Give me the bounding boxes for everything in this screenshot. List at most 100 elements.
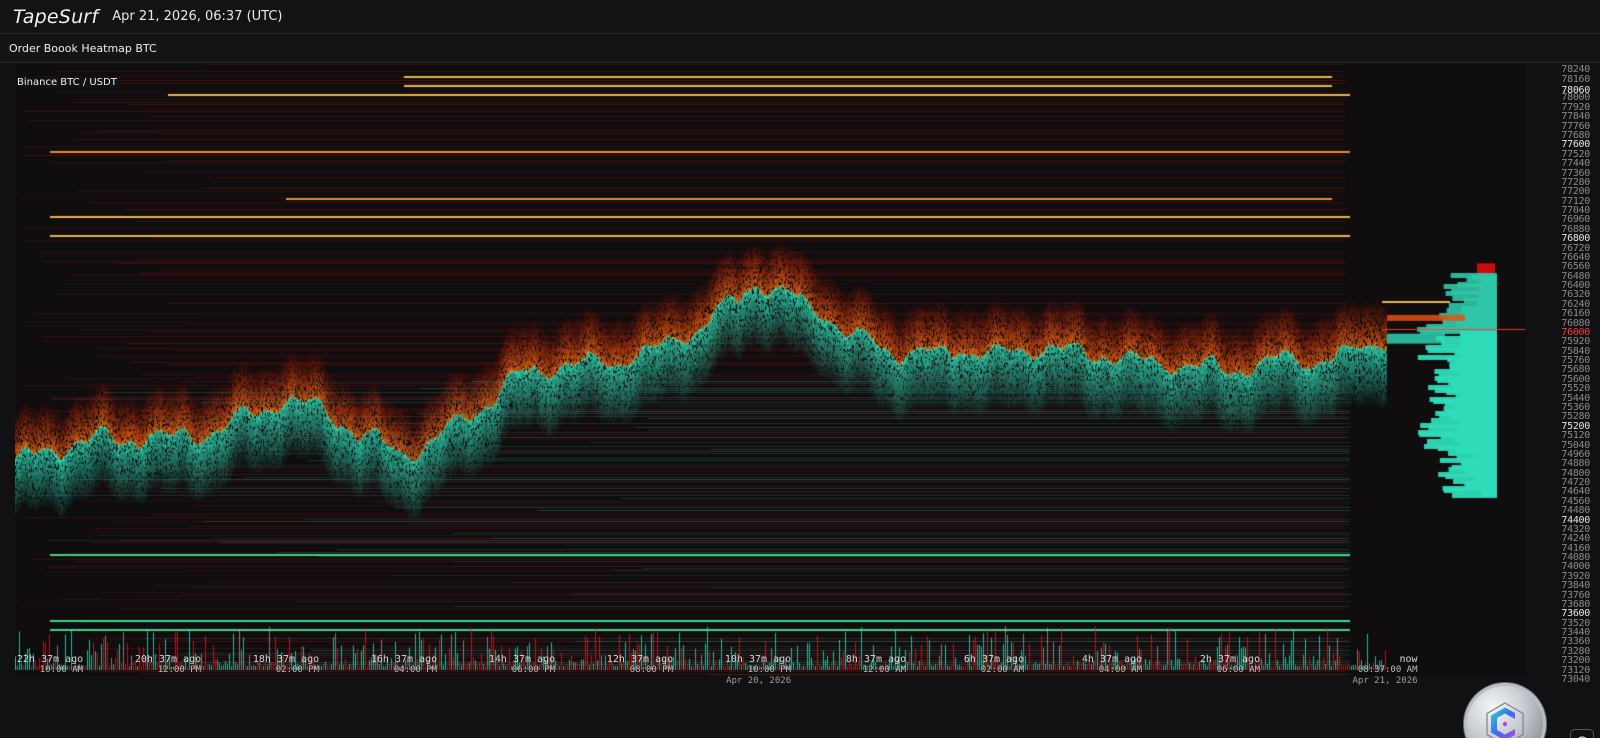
time-tick: 4h 37m ago 04:00 AM xyxy=(1082,654,1142,676)
price-tick: 78000 xyxy=(1561,92,1590,104)
price-tick: 77360 xyxy=(1561,167,1590,179)
price-tick: 74960 xyxy=(1561,448,1590,460)
clock-label: 06:00 AM xyxy=(1216,665,1261,675)
time-ago-label: 2h 37m ago xyxy=(1199,654,1261,665)
price-tick: 75120 xyxy=(1561,430,1590,442)
price-tick: 73520 xyxy=(1561,617,1590,629)
price-tick: 77280 xyxy=(1561,176,1590,188)
time-tick: 18h 37m ago 02:00 PM xyxy=(253,654,319,676)
price-tick: 74080 xyxy=(1561,552,1590,564)
price-tick: 77600 xyxy=(1561,139,1590,151)
price-tick: 76320 xyxy=(1561,289,1590,301)
price-tick: 77440 xyxy=(1561,158,1590,170)
price-tick: 77040 xyxy=(1561,205,1590,217)
clock-label: 10:00 AM xyxy=(39,665,84,675)
price-tick: 76400 xyxy=(1561,280,1590,292)
clock-label: 04:00 AM xyxy=(1098,665,1143,675)
price-tick: 77760 xyxy=(1561,120,1590,132)
price-tick: 76000 xyxy=(1561,326,1590,338)
price-tick: 75440 xyxy=(1561,392,1590,404)
price-tick: 75920 xyxy=(1561,336,1590,348)
clock-label: 02:00 PM xyxy=(275,665,320,675)
price-tick: 75520 xyxy=(1561,383,1590,395)
clock-label: 08:00 PM xyxy=(629,665,674,675)
price-tick: 74400 xyxy=(1561,514,1590,526)
date-label: Apr 21, 2026 xyxy=(1352,676,1418,686)
price-tick: 74560 xyxy=(1561,495,1590,507)
price-axis[interactable]: 78240 78160 78060 78000 77920 77840 77760 77680… xyxy=(1527,64,1600,685)
price-tick: 77120 xyxy=(1561,195,1590,207)
time-ago-label: 6h 37m ago xyxy=(963,654,1025,665)
price-tick: 76080 xyxy=(1561,317,1590,329)
price-tick: 77520 xyxy=(1561,148,1590,160)
price-tick: 77840 xyxy=(1561,111,1590,123)
time-tick: 20h 37m ago 12:00 PM xyxy=(135,654,201,676)
price-tick: 75360 xyxy=(1561,402,1590,413)
price-tick: 77680 xyxy=(1561,130,1590,141)
price-tick: 73840 xyxy=(1561,580,1590,592)
heatmap-canvas[interactable] xyxy=(15,64,1525,676)
price-tick: 75680 xyxy=(1561,364,1590,376)
time-ago-label: 4h 37m ago xyxy=(1081,654,1143,665)
price-tick: 77920 xyxy=(1561,101,1590,113)
time-ago-label: now xyxy=(1399,654,1418,665)
price-tick: 73280 xyxy=(1561,645,1590,657)
time-tick: 6h 37m ago 02:00 AM xyxy=(964,654,1024,676)
price-tick: 78060 xyxy=(1561,85,1590,97)
clock-label: 06:00 PM xyxy=(511,665,556,675)
price-tick: 76880 xyxy=(1561,223,1590,235)
refresh-button[interactable] xyxy=(1570,729,1594,738)
price-tick: 75840 xyxy=(1561,345,1590,357)
price-tick: 76480 xyxy=(1561,270,1590,282)
price-tick: 76960 xyxy=(1561,214,1590,226)
time-ago-label: 18h 37m ago xyxy=(252,654,320,665)
price-tick: 78240 xyxy=(1561,64,1590,76)
price-tick: 74640 xyxy=(1561,486,1590,498)
time-tick: 14h 37m ago 06:00 PM xyxy=(489,654,555,676)
time-ago-label: 14h 37m ago xyxy=(488,654,556,665)
time-tick: now 08:37:00 AM Apr 21, 2026 xyxy=(1352,654,1417,687)
price-tick: 74000 xyxy=(1561,561,1590,573)
time-tick: 12h 37m ago 08:00 PM xyxy=(607,654,673,676)
price-tick: 74480 xyxy=(1561,505,1590,517)
price-tick: 74880 xyxy=(1561,458,1590,470)
price-tick: 76640 xyxy=(1561,251,1590,263)
top-bar: TapeSurf Apr 21, 2026, 06:37 (UTC) xyxy=(0,0,1600,34)
time-ago-label: 8h 37m ago xyxy=(845,654,907,665)
price-tick: 74800 xyxy=(1561,467,1590,479)
time-tick: 16h 37m ago 04:00 PM xyxy=(371,654,437,676)
time-axis[interactable]: 22h 37m ago 10:00 AM 20h 37m ago 12:00 PM 18… xyxy=(0,654,1600,738)
price-tick: 73680 xyxy=(1561,598,1590,610)
heatmap-chart[interactable]: Binance BTC / USDT 78240 78160 78060 78000 7… xyxy=(0,64,1600,738)
time-tick: 22h 37m ago 10:00 AM xyxy=(17,654,83,676)
price-tick: 74720 xyxy=(1561,477,1590,489)
price-tick: 73920 xyxy=(1561,570,1590,582)
time-tick: 10h 37m ago 10:00 PM Apr 20, 2026 xyxy=(725,654,791,687)
price-tick: 75200 xyxy=(1561,420,1590,432)
price-tick: 75600 xyxy=(1561,373,1590,385)
price-tick: 73760 xyxy=(1561,589,1590,601)
time-tick: 2h 37m ago 06:00 AM xyxy=(1200,654,1260,676)
time-ago-label: 20h 37m ago xyxy=(134,654,202,665)
price-tick: 73040 xyxy=(1561,674,1590,685)
price-tick: 74160 xyxy=(1561,542,1590,554)
current-timestamp: Apr 21, 2026, 06:37 (UTC) xyxy=(112,9,283,24)
price-tick: 73120 xyxy=(1561,664,1590,676)
hexagon-c-logo-icon xyxy=(1486,702,1524,738)
price-tick: 76240 xyxy=(1561,298,1590,310)
price-tick: 74240 xyxy=(1561,533,1590,545)
time-ago-label: 12h 37m ago xyxy=(606,654,674,665)
clock-label: 10:00 PM xyxy=(747,665,792,675)
price-tick: 74320 xyxy=(1561,523,1590,535)
price-tick: 75040 xyxy=(1561,439,1590,451)
clock-label: 02:00 AM xyxy=(980,665,1025,675)
app-logo[interactable]: TapeSurf xyxy=(13,5,99,28)
time-tick: 8h 37m ago 12:00 AM xyxy=(846,654,906,676)
clock-label: 12:00 PM xyxy=(157,665,202,675)
price-tick: 73360 xyxy=(1561,636,1590,648)
price-tick: 73600 xyxy=(1561,608,1590,620)
price-tick: 73200 xyxy=(1561,655,1590,667)
price-tick: 76160 xyxy=(1561,308,1590,320)
price-tick: 76800 xyxy=(1561,233,1590,245)
time-ago-label: 16h 37m ago xyxy=(370,654,438,665)
